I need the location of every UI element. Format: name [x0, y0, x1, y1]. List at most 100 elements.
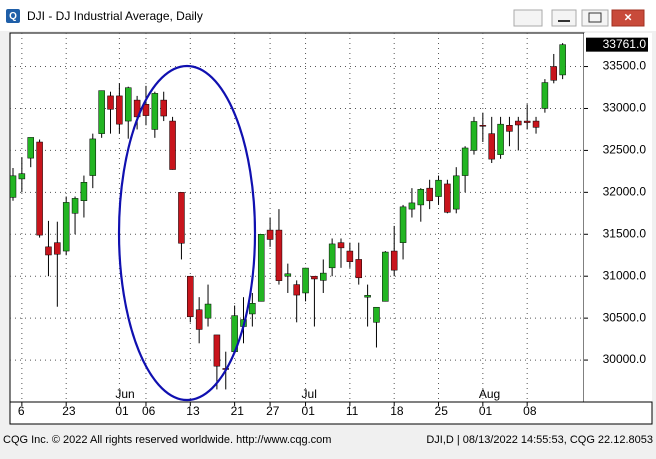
x-tick-label: 13	[186, 404, 200, 418]
candle-body	[515, 120, 522, 126]
candle-body	[541, 82, 549, 109]
window-title: DJI - DJ Industrial Average, Daily	[27, 9, 203, 23]
candle-body	[107, 95, 114, 110]
candle-body	[71, 198, 79, 214]
x-tick-label: 11	[346, 404, 359, 418]
y-tick-label: 32500.0	[603, 143, 647, 157]
candle-body	[506, 125, 513, 132]
candle-body	[160, 99, 167, 117]
candle-body	[399, 206, 407, 243]
x-tick-label: 01	[302, 404, 316, 418]
y-tick-label: 31000.0	[603, 268, 647, 282]
candle-body	[408, 202, 416, 210]
candle-body	[116, 95, 123, 125]
price-axis	[584, 33, 652, 402]
candle-body	[284, 273, 292, 277]
y-tick-label: 31500.0	[603, 226, 647, 240]
candle-body	[187, 275, 194, 318]
link-button[interactable]	[513, 9, 543, 27]
candle-body	[497, 123, 504, 155]
candle-body	[213, 334, 221, 367]
app-icon	[6, 9, 20, 23]
x-tick-label: 01	[479, 404, 493, 418]
y-tick-label: 33500.0	[603, 59, 647, 73]
candle-body	[151, 93, 159, 130]
x-tick-label: 06	[142, 404, 156, 418]
candle-body	[435, 179, 442, 197]
candle-body	[27, 137, 34, 159]
candle-body	[204, 303, 212, 319]
highlight-ellipse	[117, 64, 257, 402]
footer-left: CQG Inc. © 2022 All rights reserved worl…	[3, 434, 331, 446]
x-tick-label: 23	[62, 404, 76, 418]
candle-body	[390, 250, 398, 271]
last-price-label: 33761.0	[603, 37, 647, 51]
candle-body	[62, 202, 70, 252]
candle-body	[426, 187, 433, 202]
candle-body	[479, 125, 487, 127]
candle-body	[266, 229, 274, 240]
month-label: Jun	[115, 387, 134, 401]
x-tick-label: 25	[435, 404, 449, 418]
month-label: Aug	[479, 387, 500, 401]
candle-body	[559, 44, 566, 76]
candle-body	[89, 138, 97, 176]
candle-body	[45, 246, 52, 256]
candle-body	[293, 284, 300, 296]
candle-body	[461, 147, 469, 176]
candle-body	[18, 173, 26, 180]
candle-body	[453, 175, 460, 210]
candle-body	[470, 121, 478, 151]
candle-body	[550, 66, 558, 81]
last-price-box	[586, 37, 648, 52]
candle-body	[488, 133, 495, 160]
maximize-button[interactable]	[581, 9, 609, 27]
plot-area	[9, 32, 585, 403]
maximize-glyph	[588, 12, 602, 23]
candle-body	[382, 251, 389, 302]
candle-body	[9, 175, 17, 198]
candle-body	[444, 183, 451, 213]
candle-body	[355, 259, 362, 279]
candle-body	[373, 306, 380, 323]
candle-body	[249, 303, 256, 315]
candle-body	[80, 182, 88, 201]
minimize-button[interactable]	[551, 9, 577, 27]
candle-body	[36, 141, 43, 236]
candle-body	[54, 242, 61, 255]
y-tick-label: 30500.0	[603, 310, 647, 324]
y-tick-label: 30000.0	[603, 352, 647, 366]
candle-body	[364, 295, 371, 298]
candle-body	[532, 120, 540, 128]
month-label: Jul	[302, 387, 317, 401]
candle-body	[142, 104, 150, 116]
close-glyph: ×	[624, 9, 632, 24]
x-tick-label: 08	[523, 404, 537, 418]
candle-body	[311, 275, 318, 280]
app-icon-glyph: Q	[9, 11, 17, 22]
date-axis	[9, 401, 653, 425]
candle-body	[328, 243, 336, 269]
candle-body	[302, 267, 309, 294]
candle-body	[417, 189, 425, 206]
x-tick-label: 6	[18, 404, 25, 418]
candle-body	[124, 87, 132, 122]
candle-body	[346, 250, 354, 262]
title-bar	[0, 0, 656, 31]
candle-body	[320, 272, 327, 281]
close-button[interactable]	[611, 9, 645, 27]
x-tick-label: 18	[390, 404, 404, 418]
candle-body	[257, 234, 265, 302]
candle-body	[169, 120, 176, 170]
x-tick-label: 21	[231, 404, 245, 418]
candle-body	[98, 90, 105, 134]
y-tick-label: 33000.0	[603, 101, 647, 115]
candle-body	[178, 192, 185, 244]
candle-body	[275, 229, 283, 281]
x-tick-label: 27	[266, 404, 280, 418]
footer-right: DJI,D | 08/13/2022 14:55:53, CQG 22.12.8…	[426, 434, 653, 446]
y-tick-label: 32000.0	[603, 185, 647, 199]
candle-body	[523, 120, 531, 123]
candle-body	[195, 309, 203, 330]
